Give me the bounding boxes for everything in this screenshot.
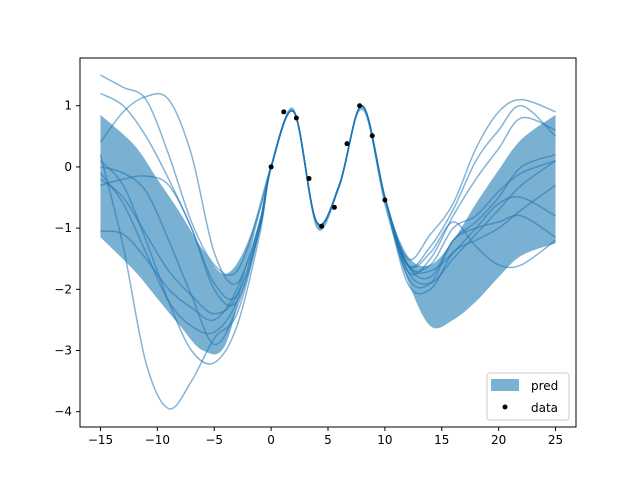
data-point [293, 115, 299, 121]
x-tick-label: −5 [205, 433, 223, 447]
x-tick-label: 20 [491, 433, 506, 447]
data-point [382, 197, 388, 203]
y-tick-label: 0 [64, 160, 72, 174]
data-point [319, 223, 325, 229]
prediction-band-layer [100, 106, 556, 355]
legend-data-marker [502, 404, 508, 410]
data-point [281, 109, 287, 115]
y-tick-label: −2 [54, 282, 72, 296]
x-tick-label: 5 [324, 433, 332, 447]
data-point [268, 164, 274, 170]
legend-pred-swatch [491, 379, 519, 391]
y-tick-label: −3 [54, 344, 72, 358]
data-point [357, 103, 363, 109]
x-tick-label: 25 [548, 433, 563, 447]
legend: pred data [486, 372, 570, 421]
data-point [344, 141, 350, 147]
x-tick-label: 10 [377, 433, 392, 447]
y-tick-label: −4 [54, 405, 72, 419]
y-tick-label: 1 [64, 99, 72, 113]
data-point [306, 176, 312, 182]
y-tick-label: −1 [54, 221, 72, 235]
x-tick-label: 0 [267, 433, 275, 447]
legend-pred-label: pred [531, 379, 558, 393]
data-point [369, 133, 375, 139]
data-point [331, 204, 337, 210]
data-points-layer [268, 103, 388, 229]
legend-data-label: data [531, 401, 558, 415]
x-tick-label: −10 [145, 433, 170, 447]
sample-line-10 [99, 104, 556, 335]
x-tick-label: 15 [434, 433, 449, 447]
x-axis: −15 −10 −5 0 5 10 15 20 25 [88, 427, 563, 447]
sample-lines-layer [99, 74, 557, 410]
x-tick-label: −15 [88, 433, 113, 447]
y-axis: −4 −3 −2 −1 0 1 [54, 99, 80, 419]
prediction-band [100, 106, 556, 355]
